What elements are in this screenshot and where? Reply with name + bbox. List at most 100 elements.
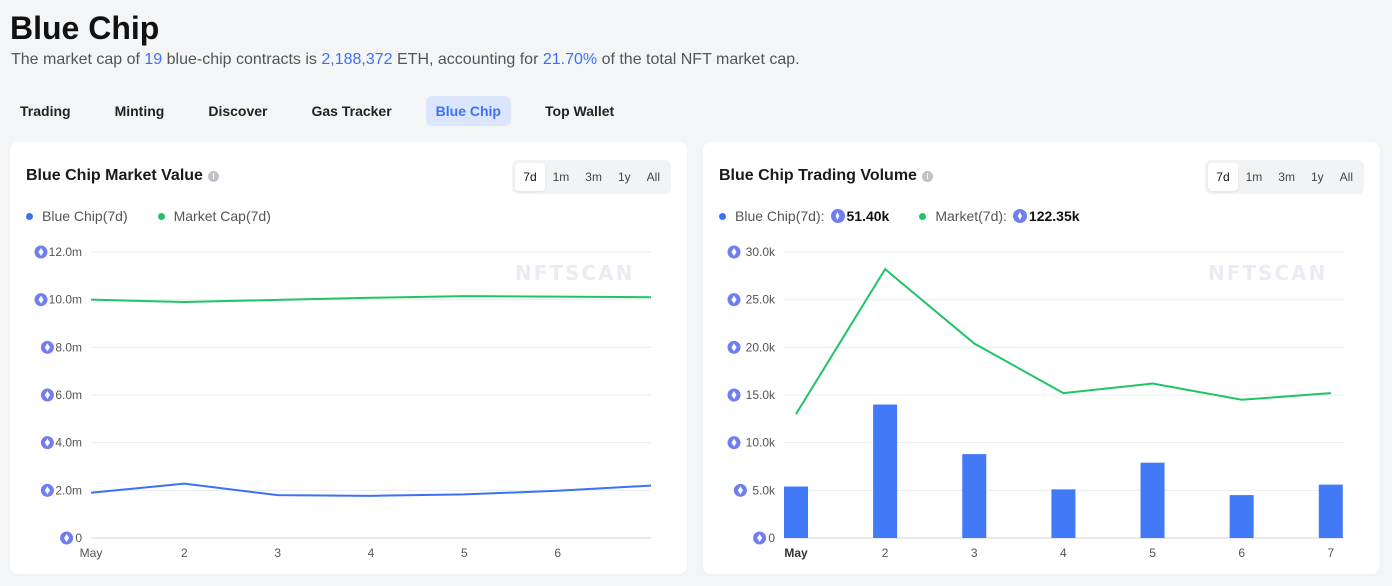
legend-value: 51.40k	[830, 208, 890, 224]
time-range-selector: 7d 1m 3m 1y All	[1205, 160, 1364, 194]
legend-dot	[26, 212, 33, 220]
tab-blue-chip[interactable]: Blue Chip	[425, 96, 511, 126]
market-value-card: Blue Chip Market Value i 7d 1m 3m 1y All…	[10, 142, 687, 574]
eth-icon-glyph	[731, 438, 737, 447]
x-tick-label: 5	[1149, 546, 1156, 560]
x-tick-label: 5	[461, 546, 468, 560]
watermark-logo: NFTSCAN	[515, 261, 635, 285]
y-tick-label: 10.0m	[49, 293, 82, 307]
time-range-selector: 7d 1m 3m 1y All	[512, 160, 671, 194]
x-tick-label: 3	[971, 546, 978, 560]
y-tick-label: 8.0m	[55, 340, 82, 354]
card-title: Blue Chip Trading Volume i	[719, 167, 933, 185]
market-value-title: Blue Chip Market Value	[26, 167, 203, 184]
blue-chip-volume-total: 51.40k	[846, 208, 890, 224]
legend-label: Market(7d):	[935, 208, 1007, 224]
market-value-chart: 0 2.0m 4.0m 6.0m 8.0m 10.0m 12.0m May 2 3 4 5 6	[34, 245, 652, 560]
legend-market[interactable]: Market(7d): 122.35k	[919, 208, 1080, 224]
legend-blue-chip[interactable]: Blue Chip(7d): 51.40k	[719, 208, 889, 224]
volume-bar	[784, 486, 808, 538]
tab-discover[interactable]: Discover	[208, 103, 268, 119]
eth-icon-glyph	[38, 295, 44, 304]
range-3m[interactable]: 3m	[1278, 170, 1295, 184]
range-1y[interactable]: 1y	[1310, 170, 1324, 184]
eth-icon	[40, 436, 54, 450]
range-7d[interactable]: 7d	[515, 163, 545, 191]
x-tick-label: 6	[1238, 546, 1245, 560]
subtitle-text: of the total NFT market cap.	[597, 51, 800, 68]
market-volume-total: 122.35k	[1028, 208, 1080, 224]
volume-bar	[1318, 484, 1343, 538]
tab-trading[interactable]: Trading	[20, 103, 71, 119]
nav-tabs: Trading Minting Discover Gas Tracker Blu…	[10, 96, 648, 126]
legend-label: Blue Chip(7d):	[735, 208, 825, 224]
eth-icon	[727, 293, 741, 307]
card-title: Blue Chip Market Value i	[26, 167, 219, 185]
series-line	[90, 482, 652, 497]
x-tick-label: 4	[1060, 546, 1067, 560]
y-tick-label: 0	[768, 531, 775, 545]
trading-volume-chart: 0 5.0k 10.0k 15.0k 20.0k 25.0k 30.0k May 2 3 4 5 6 7	[727, 245, 1344, 560]
subtitle-text: The market cap of	[11, 51, 145, 68]
eth-icon	[34, 245, 48, 259]
page-subtitle: The market cap of 19 blue-chip contracts…	[11, 51, 800, 69]
range-all[interactable]: All	[646, 170, 660, 184]
legend-blue-chip[interactable]: Blue Chip(7d)	[26, 208, 128, 224]
eth-icon	[753, 531, 767, 545]
range-all[interactable]: All	[1339, 170, 1353, 184]
range-1y[interactable]: 1y	[617, 170, 631, 184]
eth-icon-glyph	[731, 295, 737, 304]
eth-icon-glyph	[731, 343, 737, 352]
watermark-logo: NFTSCAN	[1208, 261, 1328, 285]
eth-icon	[40, 483, 54, 497]
eth-icon	[830, 209, 845, 223]
eth-icon-glyph	[38, 248, 44, 256]
x-tick-label: May	[784, 546, 808, 560]
range-3m[interactable]: 3m	[585, 170, 602, 184]
info-icon[interactable]: i	[921, 170, 933, 182]
info-icon[interactable]: i	[207, 170, 219, 182]
market-volume-line	[795, 267, 1331, 415]
range-7d[interactable]: 7d	[1208, 163, 1238, 191]
subtitle-text: blue-chip contracts is	[162, 51, 322, 68]
range-1m[interactable]: 1m	[552, 170, 570, 184]
tab-top-wallet[interactable]: Top Wallet	[545, 103, 615, 119]
y-tick-label: 25.0k	[746, 293, 776, 307]
tab-gas-tracker[interactable]: Gas Tracker	[311, 103, 392, 119]
y-tick-label: 30.0k	[746, 245, 776, 259]
legend-dot	[719, 212, 726, 220]
y-tick-label: 0	[75, 531, 82, 545]
y-tick-label: 6.0m	[55, 388, 82, 402]
subtitle-text: ETH, accounting for	[392, 51, 543, 68]
volume-bar	[1229, 495, 1254, 538]
eth-icon	[727, 388, 741, 402]
trading-volume-card: Blue Chip Trading Volume i 7d 1m 3m 1y A…	[703, 142, 1380, 574]
legend-label: Blue Chip(7d)	[42, 208, 128, 224]
legend-dot	[919, 212, 927, 220]
volume-bar	[1051, 489, 1076, 538]
x-tick-label: 2	[882, 546, 889, 560]
y-tick-label: 2.0m	[55, 483, 82, 497]
tab-minting[interactable]: Minting	[114, 103, 165, 119]
x-tick-label: 4	[368, 546, 375, 560]
eth-icon	[727, 436, 741, 450]
legend-market-cap[interactable]: Market Cap(7d)	[157, 208, 271, 224]
y-tick-label: 10.0k	[746, 436, 776, 450]
range-1m[interactable]: 1m	[1245, 170, 1263, 184]
legend-dot	[157, 212, 165, 220]
eth-icon	[60, 531, 74, 545]
x-tick-label: 3	[274, 546, 281, 560]
eth-icon-glyph	[731, 391, 737, 399]
legend-label: Market Cap(7d)	[173, 208, 271, 224]
x-tick-label: May	[80, 546, 103, 560]
volume-bar	[873, 404, 898, 538]
volume-bar	[962, 454, 987, 538]
eth-icon-glyph	[44, 438, 50, 447]
contract-count: 19	[144, 51, 163, 68]
legend-value: 122.35k	[1012, 208, 1080, 224]
eth-icon-glyph	[44, 391, 50, 399]
x-tick-label: 2	[181, 546, 188, 560]
eth-icon-glyph	[64, 534, 70, 542]
y-tick-label: 15.0k	[746, 388, 776, 402]
volume-bar	[1140, 462, 1165, 538]
